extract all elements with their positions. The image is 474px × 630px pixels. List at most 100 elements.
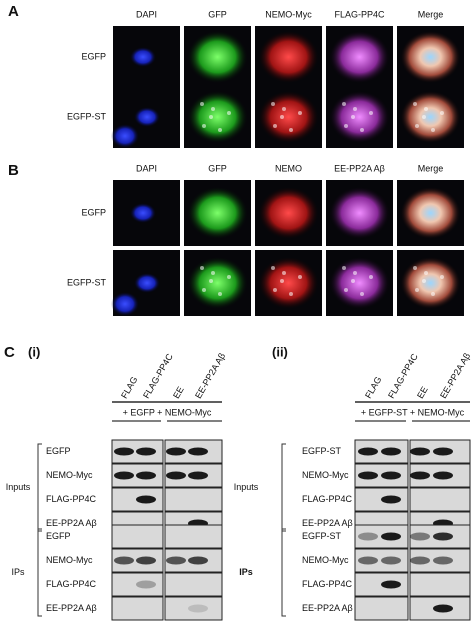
blot <box>354 596 409 621</box>
puncta <box>209 279 213 283</box>
puncta <box>202 124 206 128</box>
puncta <box>298 275 302 279</box>
bracket <box>37 528 42 617</box>
band <box>188 556 208 565</box>
blot <box>164 487 223 512</box>
blot <box>164 524 223 549</box>
cell <box>329 257 390 309</box>
puncta <box>211 107 215 111</box>
band <box>381 580 401 589</box>
subpanel-label: (i) <box>28 344 40 359</box>
column-header: NEMO <box>275 163 302 173</box>
blot-label: NEMO-Myc <box>302 555 349 565</box>
blot-label: FLAG-PP4C <box>302 494 353 504</box>
nucleus <box>134 273 160 293</box>
puncta <box>431 128 435 132</box>
band <box>166 447 186 456</box>
band <box>188 447 208 456</box>
puncta <box>369 275 373 279</box>
cell <box>258 187 319 239</box>
puncta <box>200 266 204 270</box>
blot-label: FLAG-PP4C <box>46 579 97 589</box>
blot-label: NEMO-Myc <box>46 470 93 480</box>
blot <box>111 596 164 621</box>
row-label: EGFP <box>81 207 106 217</box>
puncta <box>273 124 277 128</box>
lane-label: EE-PP2A Aβ <box>438 351 472 400</box>
nucleus <box>111 292 139 316</box>
cell <box>187 257 248 309</box>
band <box>358 471 378 480</box>
band <box>433 471 453 480</box>
nucleus <box>130 203 156 223</box>
nucleus <box>130 47 156 67</box>
treatment-label: + EGFP-ST + NEMO-Myc <box>361 407 465 417</box>
blot-label: EE-PP2A Aβ <box>46 518 97 528</box>
blot-label: EGFP <box>46 446 71 456</box>
panel-label: B <box>8 162 19 179</box>
puncta <box>280 115 284 119</box>
band <box>114 556 134 565</box>
column-header: Merge <box>418 9 444 19</box>
column-header: DAPI <box>136 163 157 173</box>
puncta <box>413 102 417 106</box>
lane-label: EE-PP2A Aβ <box>193 351 227 400</box>
bracket <box>37 443 42 532</box>
puncta <box>424 107 428 111</box>
band <box>166 471 186 480</box>
band <box>114 447 134 456</box>
puncta <box>209 115 213 119</box>
puncta <box>298 111 302 115</box>
puncta <box>282 107 286 111</box>
column-header: GFP <box>208 9 227 19</box>
blot-label: NEMO-Myc <box>302 470 349 480</box>
column-header: GFP <box>208 163 227 173</box>
blot-label: EGFP-ST <box>302 531 342 541</box>
blot-label: FLAG-PP4C <box>302 579 353 589</box>
puncta <box>422 279 426 283</box>
band <box>136 447 156 456</box>
cell <box>329 31 390 83</box>
puncta <box>431 292 435 296</box>
column-header: DAPI <box>136 9 157 19</box>
lane-label: FLAG <box>363 375 383 400</box>
puncta <box>415 288 419 292</box>
band <box>381 471 401 480</box>
blot-label: NEMO-Myc <box>46 555 93 565</box>
band <box>381 447 401 456</box>
lane-label: EE <box>171 385 186 400</box>
cell <box>400 91 461 143</box>
nucleus <box>111 124 139 148</box>
blot-label: FLAG-PP4C <box>46 494 97 504</box>
puncta <box>280 279 284 283</box>
blot <box>164 596 223 621</box>
column-header: EE-PP2A Aβ <box>334 163 385 173</box>
puncta <box>273 288 277 292</box>
band <box>166 556 186 565</box>
puncta <box>342 266 346 270</box>
cell <box>400 31 461 83</box>
puncta <box>369 111 373 115</box>
band <box>136 495 156 504</box>
band <box>433 447 453 456</box>
puncta <box>353 271 357 275</box>
band <box>136 580 156 589</box>
subpanel-label: (ii) <box>272 344 288 359</box>
puncta <box>218 292 222 296</box>
band <box>410 471 430 480</box>
cell <box>400 187 461 239</box>
band <box>358 532 378 541</box>
band <box>410 447 430 456</box>
group-label: IPs <box>239 567 253 577</box>
blot <box>111 572 164 597</box>
puncta <box>282 271 286 275</box>
blot-label: EGFP <box>46 531 71 541</box>
puncta <box>360 128 364 132</box>
puncta <box>351 279 355 283</box>
band <box>433 532 453 541</box>
puncta <box>289 128 293 132</box>
puncta <box>211 271 215 275</box>
band <box>381 556 401 565</box>
cell <box>329 91 390 143</box>
band <box>358 447 378 456</box>
